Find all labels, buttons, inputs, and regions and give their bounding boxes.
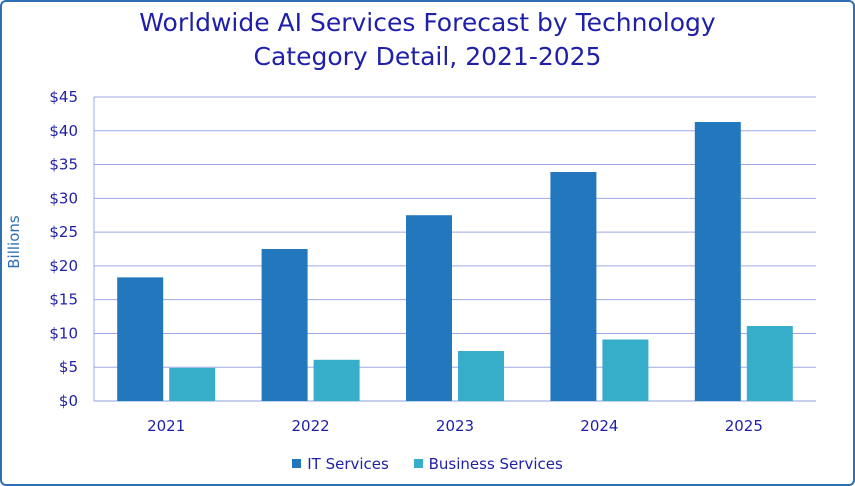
x-tick-label-2023: 2023 (436, 417, 474, 435)
x-tick-label-2022: 2022 (292, 417, 330, 435)
chart-title-line1: Worldwide AI Services Forecast by Techno… (139, 8, 716, 37)
y-tick-label-30: $30 (49, 189, 78, 207)
bar-business-services-2024 (602, 339, 649, 401)
y-tick-label-5: $5 (59, 358, 78, 376)
x-tick-label-2025: 2025 (725, 417, 763, 435)
bar-business-services-2023 (458, 351, 504, 401)
y-tick-label-35: $35 (49, 156, 78, 174)
bar-business-services-2025 (746, 326, 793, 401)
bar-it-services-2021 (117, 277, 164, 401)
bar-it-services-2023 (406, 215, 452, 401)
y-tick-label-15: $15 (49, 291, 78, 309)
legend-swatch-business-services (413, 459, 423, 468)
y-tick-label-40: $40 (49, 122, 78, 140)
y-tick-label-25: $25 (49, 223, 78, 241)
x-tick-label-2021: 2021 (147, 417, 185, 435)
y-tick-label-45: $45 (49, 88, 78, 106)
bar-business-services-2021 (169, 367, 216, 401)
y-tick-label-20: $20 (49, 257, 78, 275)
bar-it-services-2025 (694, 121, 741, 402)
y-tick-label-10: $10 (49, 324, 78, 342)
legend-item-it-services: IT Services (292, 455, 389, 473)
chart-title-line2: Category Detail, 2021-2025 (253, 42, 602, 71)
legend: IT Services Business Services (0, 454, 855, 473)
bar-it-services-2024 (550, 171, 597, 401)
bar-it-services-2022 (261, 249, 308, 401)
chart-title: Worldwide AI Services Forecast by Techno… (0, 6, 855, 74)
x-tick-label-2024: 2024 (580, 417, 618, 435)
y-tick-label-0: $0 (59, 392, 78, 410)
legend-item-business-services: Business Services (413, 454, 563, 473)
legend-swatch-it-services (292, 459, 302, 468)
legend-label-business-services: Business Services (428, 454, 563, 473)
bar-business-services-2022 (313, 359, 360, 401)
legend-label-it-services: IT Services (307, 454, 389, 473)
